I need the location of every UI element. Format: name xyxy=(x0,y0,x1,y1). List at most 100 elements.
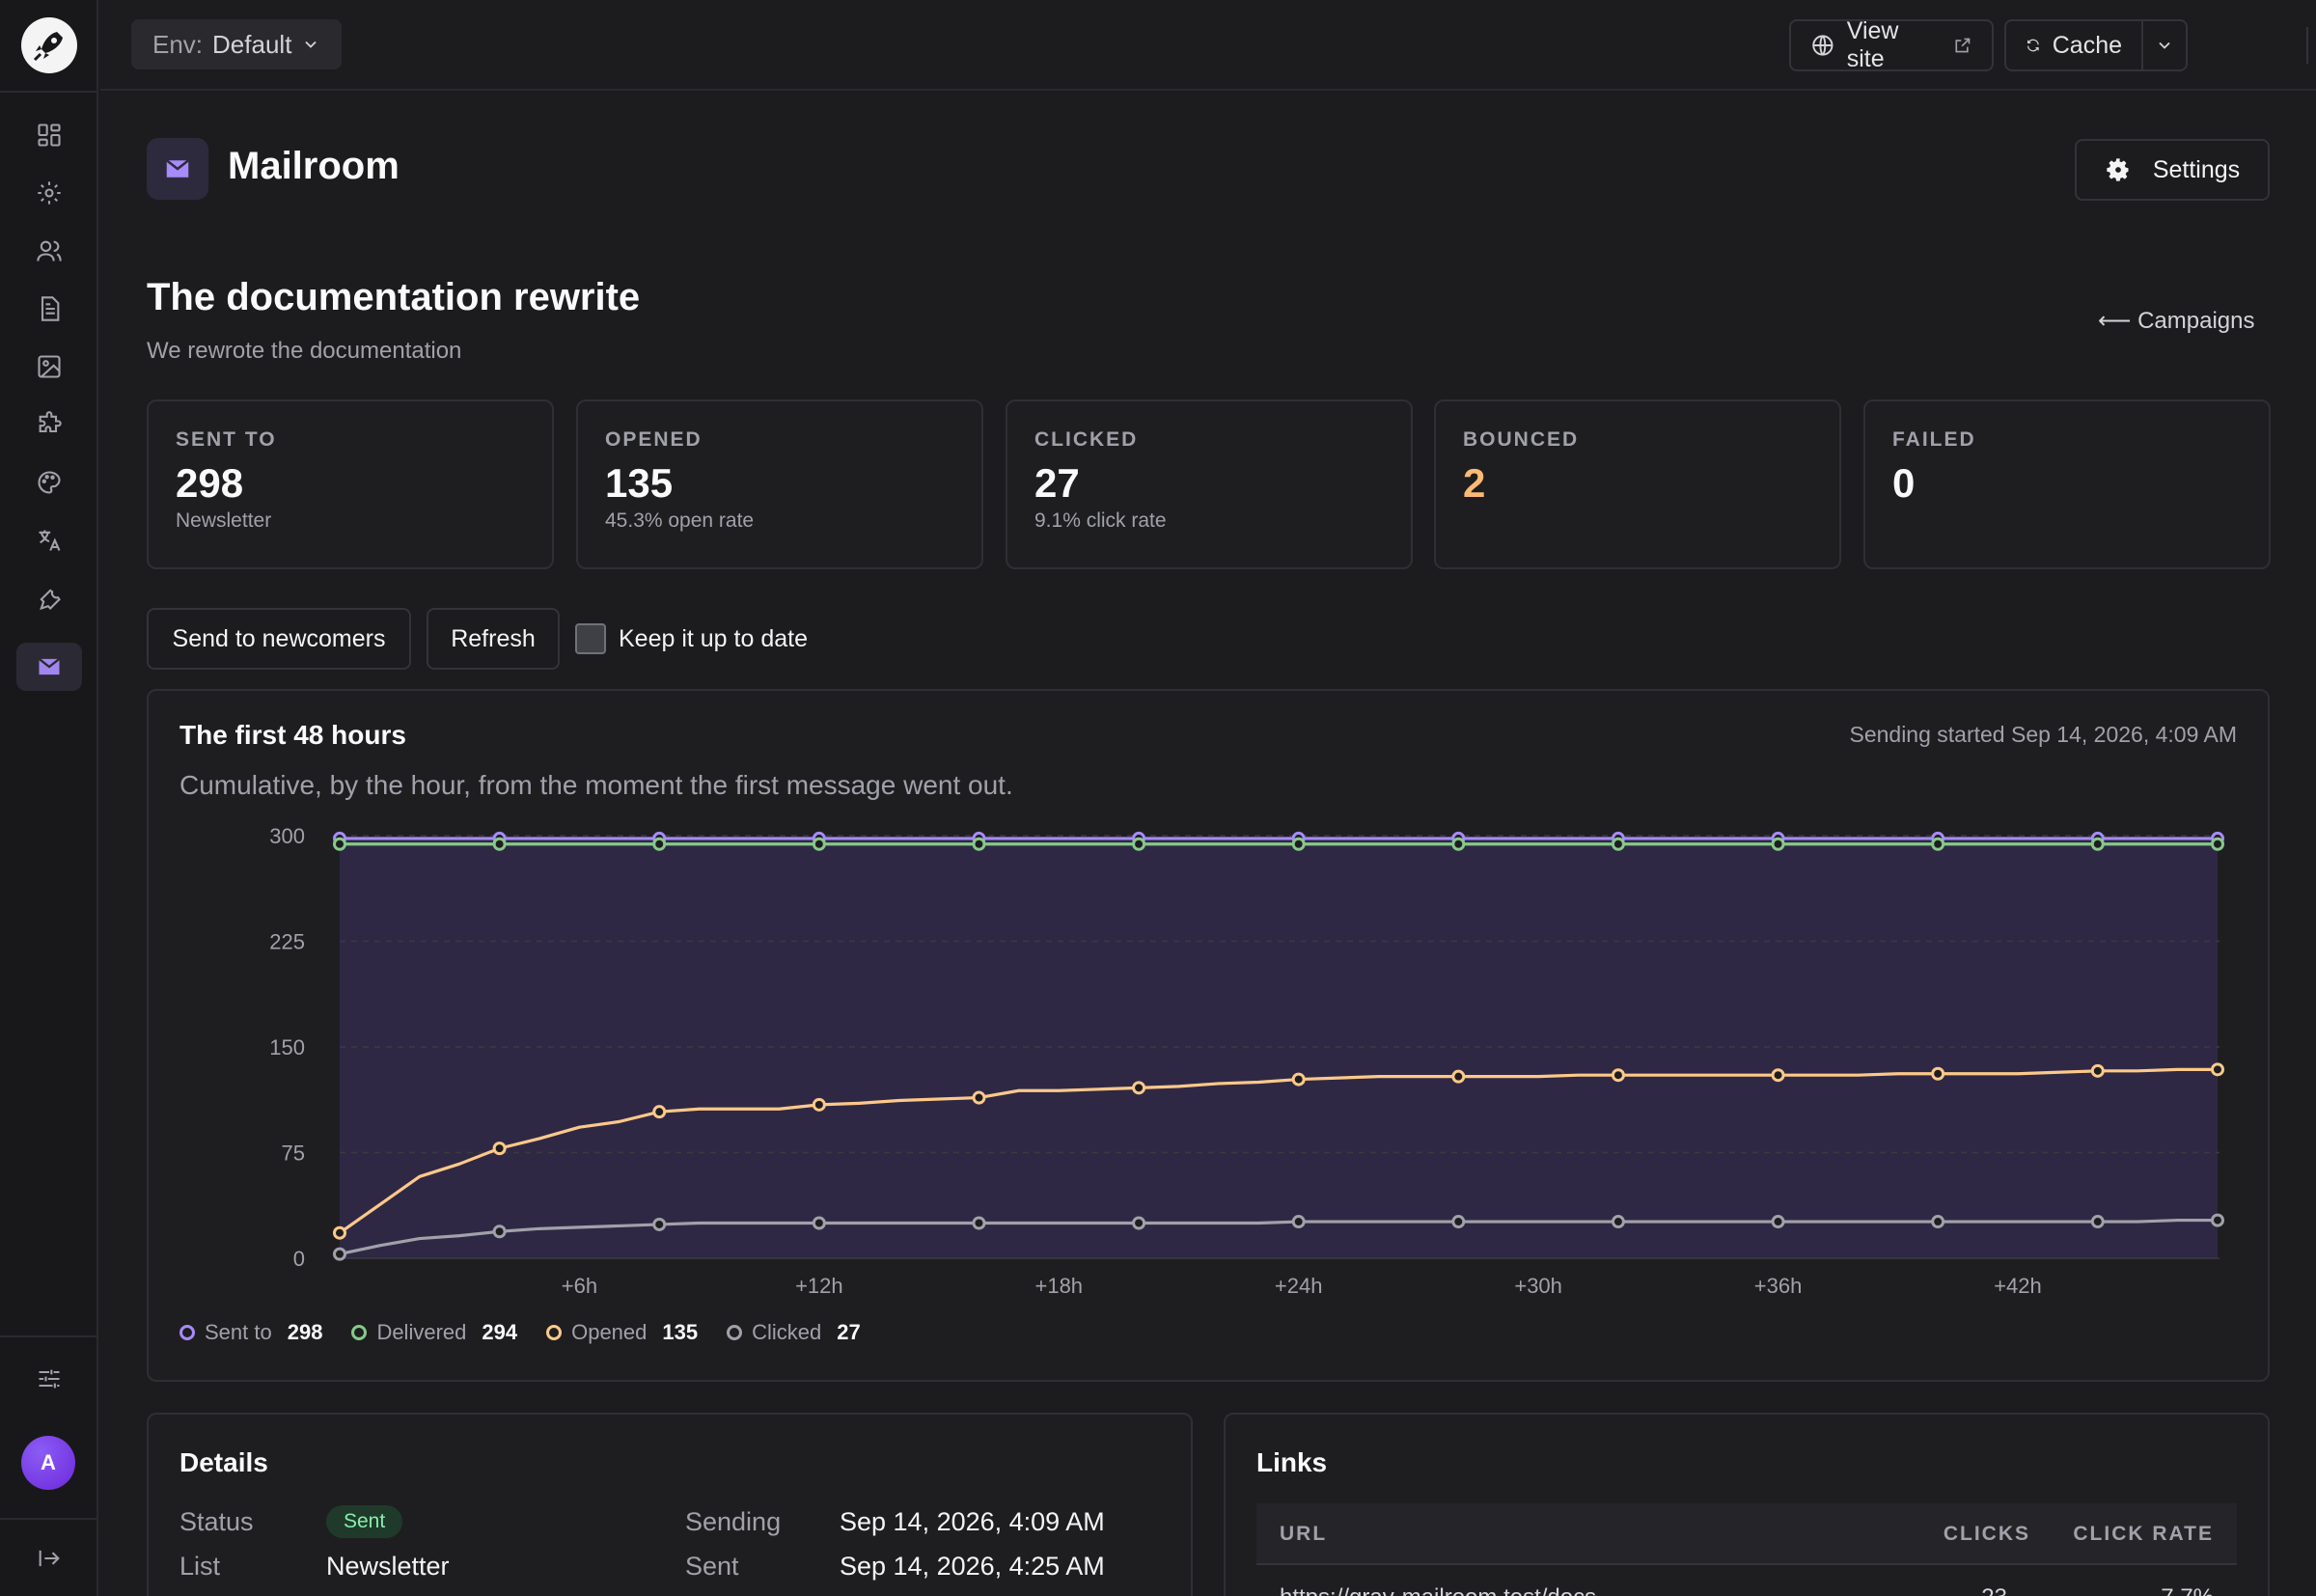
sidebar-divider xyxy=(0,1335,98,1337)
back-to-campaigns-link[interactable]: ⟵ Campaigns xyxy=(2098,308,2255,334)
legend-label: Sent to xyxy=(205,1320,272,1344)
col-click-rate[interactable]: CLICK RATE xyxy=(2073,1523,2214,1545)
list-key: List xyxy=(179,1552,221,1581)
nav-dashboard[interactable] xyxy=(16,111,82,159)
stat-value: 2 xyxy=(1463,460,1486,506)
series-point xyxy=(1611,1215,1625,1229)
series-point xyxy=(812,1216,826,1230)
palette-icon xyxy=(38,471,61,494)
send-to-newcomers-button[interactable]: Send to newcomers xyxy=(147,608,411,670)
chart-canvas: 0 75 150 225 300 +6h +12h +18h +24h +30h +36h +42h xyxy=(269,824,2224,1298)
chevron-down-icon xyxy=(305,41,317,48)
series-point xyxy=(2211,837,2224,851)
environment-selector[interactable]: Env: Default xyxy=(131,19,343,69)
series-point xyxy=(2211,1062,2224,1077)
sending-value: Sep 14, 2026, 4:09 AM xyxy=(840,1507,1105,1536)
series-point xyxy=(1771,837,1785,851)
collapse-icon xyxy=(39,1550,60,1567)
chart-title: The first 48 hours xyxy=(179,720,406,750)
cache-button[interactable]: Cache xyxy=(2004,19,2143,71)
col-url[interactable]: URL xyxy=(1280,1523,1328,1545)
series-point xyxy=(1451,1215,1466,1229)
settings-label: Settings xyxy=(2152,155,2241,183)
legend-item[interactable]: Sent to 298 xyxy=(179,1320,322,1345)
nav-languages[interactable] xyxy=(16,516,82,564)
collapse-sidebar-button[interactable] xyxy=(16,1534,82,1582)
series-point xyxy=(2211,1213,2224,1227)
app-logo[interactable] xyxy=(21,17,77,73)
stat-note: 45.3% open rate xyxy=(605,509,755,532)
legend-dot xyxy=(179,1325,195,1340)
series-line xyxy=(339,1067,2218,1235)
legend-value: 294 xyxy=(482,1320,518,1344)
link-url[interactable]: https://grav-mailroom.test/docs xyxy=(1280,1584,1596,1596)
nav-configuration[interactable] xyxy=(16,169,82,217)
keep-up-to-date-label: Keep it up to date xyxy=(619,625,808,652)
legend-item[interactable]: Delivered 294 xyxy=(351,1320,517,1345)
nav-themes[interactable] xyxy=(16,458,82,507)
refresh-button[interactable]: Refresh xyxy=(427,608,560,670)
sent-key: Sent xyxy=(685,1552,739,1581)
nav-mailroom[interactable] xyxy=(16,643,82,691)
y-tick-label: 0 xyxy=(293,1247,305,1271)
view-site-button[interactable]: View site xyxy=(1789,17,1994,72)
series-point xyxy=(652,837,667,851)
series-point xyxy=(972,1216,986,1230)
list-value: Newsletter xyxy=(326,1552,450,1581)
nav-tools[interactable] xyxy=(16,574,82,622)
stat-label: FAILED xyxy=(1892,428,1976,451)
stat-value: 27 xyxy=(1034,460,1080,506)
x-tick-label: +12h xyxy=(795,1274,843,1298)
legend-dot xyxy=(546,1325,563,1340)
rocket-logo-icon xyxy=(33,32,63,62)
legend-dot xyxy=(351,1325,368,1340)
sending-started: Sending started Sep 14, 2026, 4:09 AM xyxy=(1849,722,2237,747)
series-point xyxy=(333,1225,346,1240)
legend-item[interactable]: Opened 135 xyxy=(546,1320,698,1345)
nav-plugins[interactable] xyxy=(16,400,82,449)
x-tick-label: +42h xyxy=(1994,1274,2042,1298)
table-row[interactable]: https://grav-mailroom.test/docs 23 7.7% xyxy=(1280,1584,2214,1596)
chevron-down-icon xyxy=(2159,41,2170,49)
cache-label: Cache xyxy=(2052,31,2122,59)
nav-accounts[interactable] xyxy=(16,227,82,275)
sent-value: Sep 14, 2026, 4:25 AM xyxy=(840,1552,1105,1581)
settings-button[interactable]: Settings xyxy=(2075,139,2270,201)
legend-value: 135 xyxy=(662,1320,699,1344)
legend-label: Clicked xyxy=(752,1320,822,1344)
image-icon xyxy=(38,355,61,378)
external-link-icon xyxy=(1955,38,1971,53)
x-tick-label: +18h xyxy=(1034,1274,1083,1298)
mailroom-badge xyxy=(147,138,208,200)
series-point xyxy=(652,1105,667,1119)
series-point xyxy=(1931,837,1945,851)
series-point xyxy=(333,1247,346,1261)
nav-pages[interactable] xyxy=(16,285,82,333)
keep-up-to-date-checkbox[interactable] xyxy=(575,623,606,654)
stat-label: CLICKED xyxy=(1034,428,1139,451)
series-point xyxy=(972,1090,986,1105)
series-point xyxy=(1132,837,1146,851)
series-point xyxy=(1291,1215,1306,1229)
cache-menu-button[interactable] xyxy=(2141,19,2188,71)
x-tick-label: +30h xyxy=(1514,1274,1562,1298)
stat-value: 135 xyxy=(605,460,674,506)
stat-card-clicked: CLICKED 27 9.1% click rate xyxy=(1006,399,1413,569)
user-avatar[interactable]: A xyxy=(21,1436,75,1490)
x-tick-label: +24h xyxy=(1275,1274,1323,1298)
series-point xyxy=(812,837,826,851)
details-panel: Details Status Sent List Newsletter Send… xyxy=(147,1413,1193,1596)
legend-item[interactable]: Clicked 27 xyxy=(727,1320,861,1345)
links-title: Links xyxy=(1256,1447,1328,1477)
col-clicks[interactable]: CLICKS xyxy=(1943,1523,2030,1545)
nav-media[interactable] xyxy=(16,343,82,391)
series-point xyxy=(1771,1068,1785,1083)
legend-value: 27 xyxy=(837,1320,861,1344)
legend-label: Opened xyxy=(571,1320,648,1344)
topbar-separator xyxy=(2306,27,2308,64)
x-tick-label: +36h xyxy=(1754,1274,1803,1298)
sidebar-divider xyxy=(0,91,98,93)
y-tick-label: 75 xyxy=(282,1142,305,1166)
nav-preferences[interactable] xyxy=(16,1355,82,1403)
legend-dot xyxy=(727,1325,743,1340)
